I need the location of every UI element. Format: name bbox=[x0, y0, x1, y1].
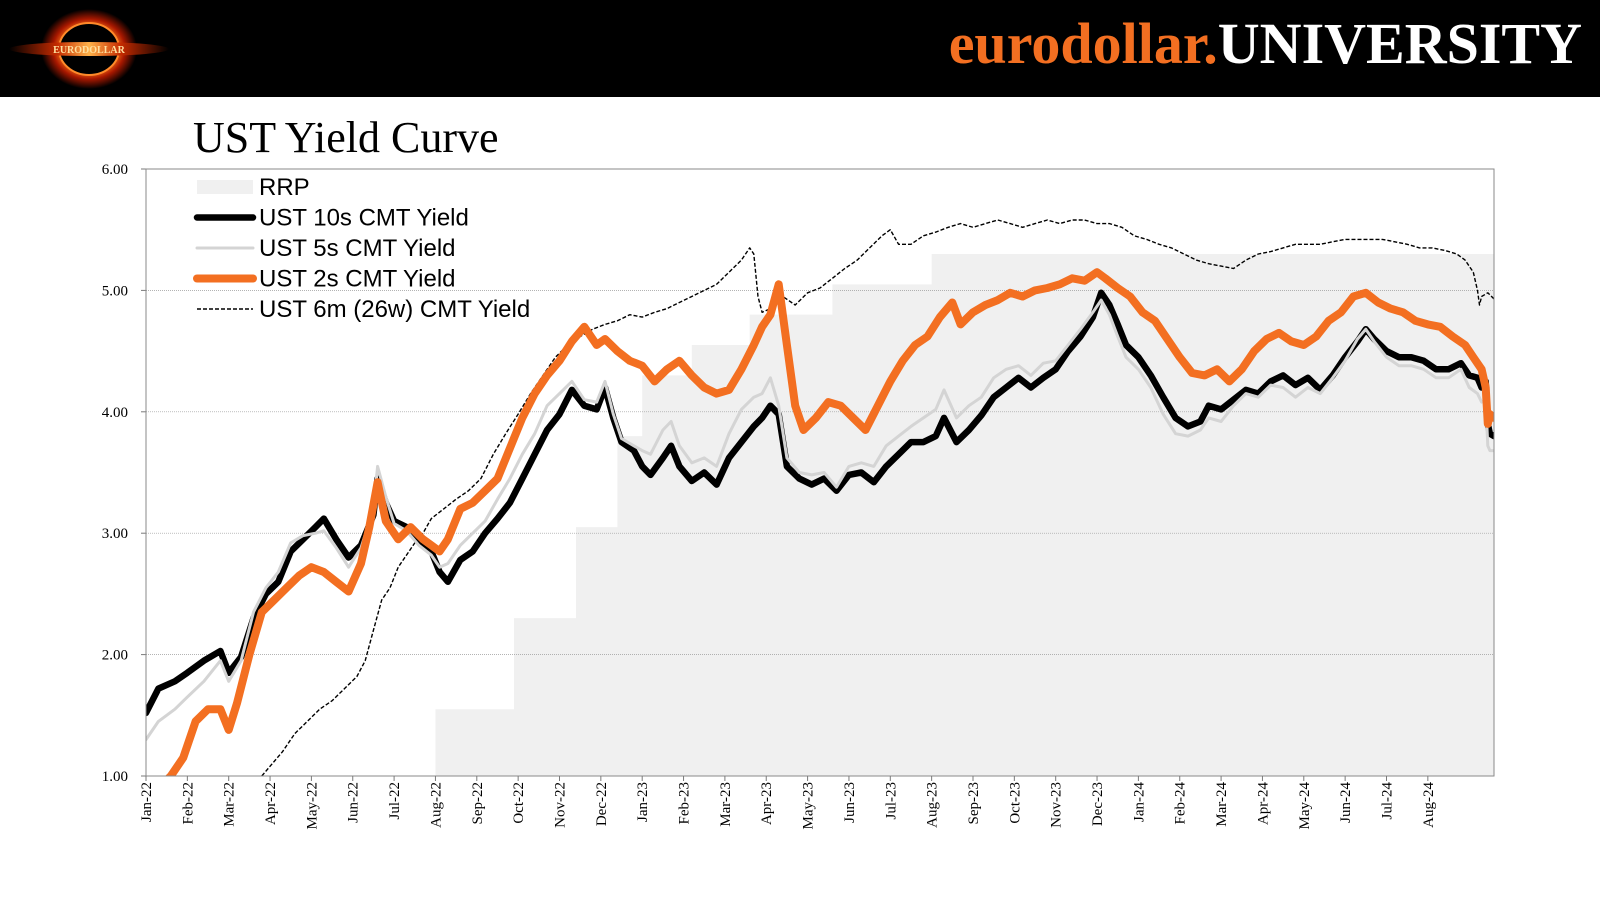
x-tick-label: Feb-22 bbox=[180, 782, 196, 825]
x-tick-label: Feb-24 bbox=[1173, 782, 1189, 825]
rrp-area-layer bbox=[146, 253, 1494, 777]
x-tick-label: Oct-23 bbox=[1007, 782, 1023, 824]
brand-university: UNIVERSITY bbox=[1217, 11, 1582, 76]
legend-label-4: UST 6m (26w) CMT Yield bbox=[259, 296, 530, 323]
x-tick-label: Sep-23 bbox=[966, 782, 982, 825]
x-tick-label: Jun-22 bbox=[346, 782, 362, 823]
chart-title: UST Yield Curve bbox=[193, 113, 499, 162]
x-tick-label: May-22 bbox=[304, 782, 320, 830]
x-tick-label: May-24 bbox=[1297, 782, 1313, 830]
y-tick-label: 6.00 bbox=[102, 162, 128, 178]
plot-frame bbox=[145, 168, 1495, 777]
x-tick-label: Mar-23 bbox=[718, 782, 734, 827]
x-tick-label: Apr-22 bbox=[263, 782, 279, 825]
series-line-3 bbox=[165, 268, 1494, 776]
legend-label-0: RRP bbox=[259, 174, 310, 201]
x-tick-label: Nov-22 bbox=[552, 782, 568, 828]
legend-label-3: UST 2s CMT Yield bbox=[259, 266, 456, 293]
x-tick-label: Aug-23 bbox=[925, 782, 941, 828]
axes: 1.00 2.00 3.00 4.00 5.00 6.00 Jan-22 Feb-22 Mar-… bbox=[102, 162, 1495, 830]
x-tick-label: Jan-23 bbox=[635, 782, 651, 822]
x-tick-label: Jul-23 bbox=[883, 782, 899, 820]
header-banner: EURODOLLAR eurodollar.UNIVERSITY bbox=[0, 0, 1600, 97]
legend-label-2: UST 5s CMT Yield bbox=[259, 235, 456, 262]
x-tick-label: Apr-24 bbox=[1255, 782, 1271, 826]
legend: RRP UST 10s CMT Yield UST 5s CMT Yield UST … bbox=[193, 174, 530, 323]
x-tick-label: Dec-23 bbox=[1090, 782, 1106, 826]
rrp-area bbox=[146, 253, 1494, 777]
x-tick-label: Mar-24 bbox=[1214, 782, 1230, 827]
y-tick-label: 3.00 bbox=[102, 526, 128, 542]
x-tick-label: Aug-24 bbox=[1421, 782, 1437, 828]
x-tick-label: Feb-23 bbox=[677, 782, 693, 825]
x-tick-label: Aug-22 bbox=[428, 782, 444, 828]
x-tick-label: Jul-24 bbox=[1379, 782, 1395, 820]
x-tick-label: Dec-22 bbox=[594, 782, 610, 826]
series-layer bbox=[146, 219, 1494, 776]
x-tick-label: Jan-24 bbox=[1131, 782, 1147, 822]
y-tick-label: 1.00 bbox=[102, 769, 128, 785]
x-tick-label: Oct-22 bbox=[511, 782, 527, 824]
logo-text: EURODOLLAR bbox=[53, 45, 125, 56]
brand-wordmark: eurodollar.UNIVERSITY bbox=[949, 8, 1582, 80]
x-tick-label: Jun-24 bbox=[1338, 782, 1354, 823]
eurodollar-logo-image: EURODOLLAR bbox=[4, 3, 174, 95]
x-tick-label: Mar-22 bbox=[222, 782, 238, 827]
x-tick-label: Sep-22 bbox=[470, 782, 486, 825]
x-tick-label: Jan-22 bbox=[139, 782, 155, 822]
x-tick-label: Jun-23 bbox=[842, 782, 858, 823]
y-tick-label: 4.00 bbox=[102, 405, 128, 421]
x-tick-label: May-23 bbox=[801, 782, 817, 830]
x-tick-label: Apr-23 bbox=[759, 782, 775, 825]
legend-swatch-rrp bbox=[197, 180, 253, 194]
legend-label-1: UST 10s CMT Yield bbox=[259, 205, 469, 232]
x-tick-label: Nov-23 bbox=[1049, 782, 1065, 828]
series-line-2 bbox=[146, 298, 1494, 742]
brand-eurodollar: eurodollar. bbox=[948, 11, 1218, 76]
series-line-4 bbox=[261, 219, 1494, 776]
y-tick-label: 2.00 bbox=[102, 648, 128, 664]
x-tick-label: Jul-22 bbox=[387, 782, 403, 820]
y-tick-label: 5.00 bbox=[102, 283, 128, 299]
